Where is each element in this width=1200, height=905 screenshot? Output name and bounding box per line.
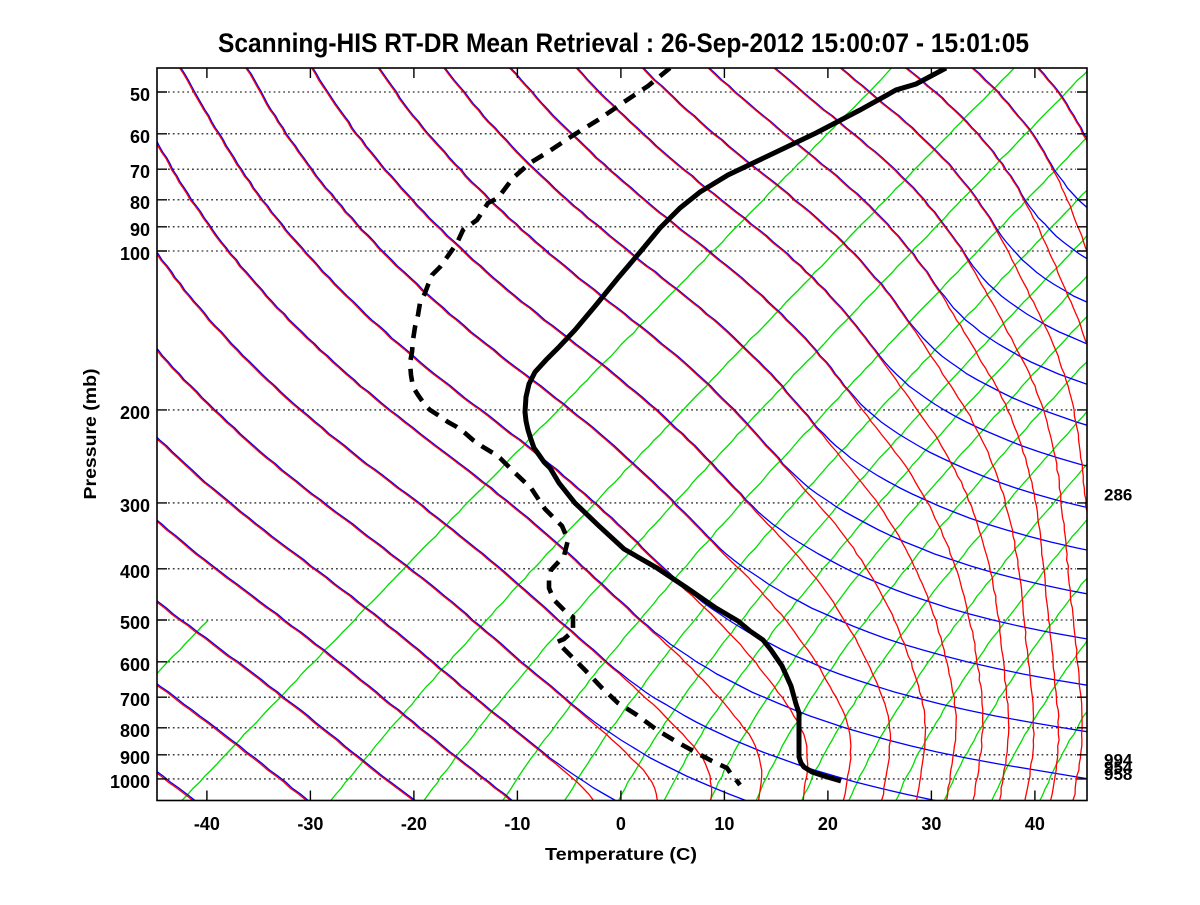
svg-text:600: 600	[120, 655, 150, 675]
svg-text:Temperature (C): Temperature (C)	[545, 844, 697, 864]
svg-text:200: 200	[120, 403, 150, 423]
svg-text:50: 50	[130, 85, 150, 105]
svg-text:-30: -30	[297, 814, 323, 834]
svg-text:400: 400	[120, 562, 150, 582]
svg-text:80: 80	[130, 193, 150, 213]
svg-text:90: 90	[130, 220, 150, 240]
svg-text:-20: -20	[401, 814, 427, 834]
svg-text:1000: 1000	[110, 772, 150, 792]
svg-text:800: 800	[120, 721, 150, 741]
svg-text:0: 0	[616, 814, 626, 834]
svg-text:10: 10	[714, 814, 734, 834]
svg-text:286: 286	[1104, 486, 1132, 505]
svg-text:-10: -10	[504, 814, 530, 834]
svg-text:100: 100	[120, 244, 150, 264]
svg-text:-40: -40	[194, 814, 220, 834]
svg-text:500: 500	[120, 613, 150, 633]
svg-text:994: 994	[1104, 751, 1133, 770]
svg-text:Pressure (mb): Pressure (mb)	[80, 369, 100, 500]
svg-text:20: 20	[818, 814, 838, 834]
svg-text:60: 60	[130, 127, 150, 147]
svg-text:40: 40	[1025, 814, 1045, 834]
svg-text:700: 700	[120, 690, 150, 710]
svg-text:958: 958	[1104, 765, 1132, 784]
svg-text:300: 300	[120, 496, 150, 516]
svg-text:30: 30	[921, 814, 941, 834]
svg-text:70: 70	[130, 162, 150, 182]
svg-text:954: 954	[1104, 758, 1133, 777]
svg-text:Scanning-HIS RT-DR Mean Retrie: Scanning-HIS RT-DR Mean Retrieval : 26-S…	[218, 28, 1029, 58]
svg-text:900: 900	[120, 748, 150, 768]
